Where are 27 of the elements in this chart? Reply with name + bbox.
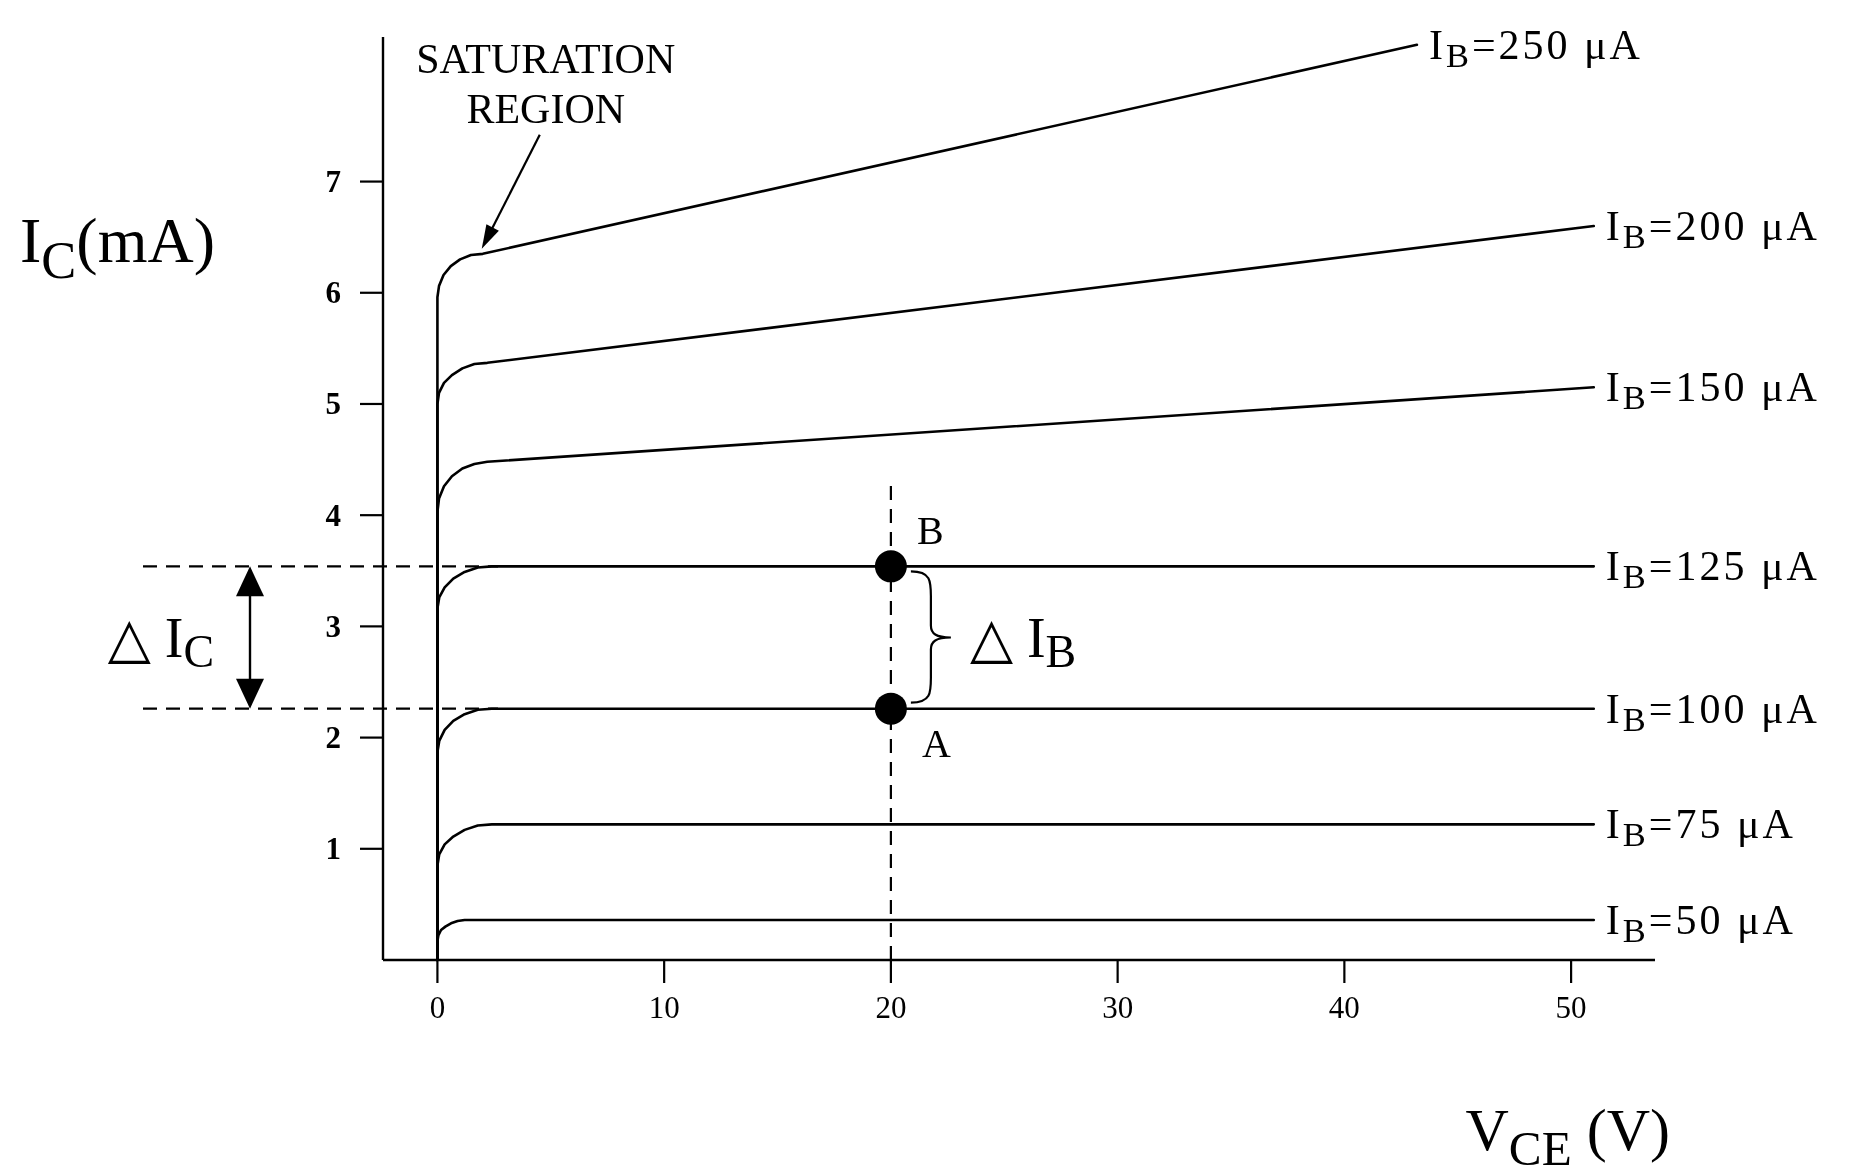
annotation: △ I$_{B}$ — [969, 606, 1077, 677]
series-label: B — [916, 508, 944, 554]
y-axis-title: I$_{C}$(mA) — [20, 205, 215, 289]
y-tick-label: 2 — [325, 720, 341, 756]
annotation: SATURATION REGION — [416, 35, 676, 132]
series-label: I$_{B}$=100 μA — [1605, 685, 1820, 739]
x-tick-label: 50 — [1555, 990, 1587, 1025]
y-tick-label: 3 — [325, 608, 341, 644]
x-tick-label: 0 — [429, 990, 446, 1025]
series-label: I$_{B}$=125 μA — [1605, 543, 1820, 596]
y-tick-label: 6 — [325, 275, 341, 311]
y-tick-label: 1 — [325, 831, 341, 867]
series-label: I$_{B}$=50 μA — [1605, 896, 1796, 950]
x-tick-label: 20 — [875, 990, 907, 1025]
series-label: I$_{B}$=200 μA — [1605, 203, 1820, 256]
series-label: I$_{B}$=75 μA — [1605, 801, 1796, 854]
y-tick-label: 4 — [325, 497, 341, 533]
text: △ I$_{C}$ — [107, 606, 214, 677]
x-tick-label: 10 — [648, 990, 680, 1025]
x-axis-title: V$_{CE}$ (V) — [1465, 1097, 1670, 1173]
series-label: I$_{B}$=250 μA — [1428, 21, 1643, 75]
y-tick-label: 5 — [325, 386, 341, 422]
series-label: A — [921, 720, 951, 766]
x-tick-label: 30 — [1102, 990, 1134, 1025]
series-label: I$_{B}$=150 μA — [1605, 364, 1820, 417]
y-tick-label: 7 — [325, 164, 341, 200]
x-tick-label: 40 — [1328, 990, 1360, 1025]
